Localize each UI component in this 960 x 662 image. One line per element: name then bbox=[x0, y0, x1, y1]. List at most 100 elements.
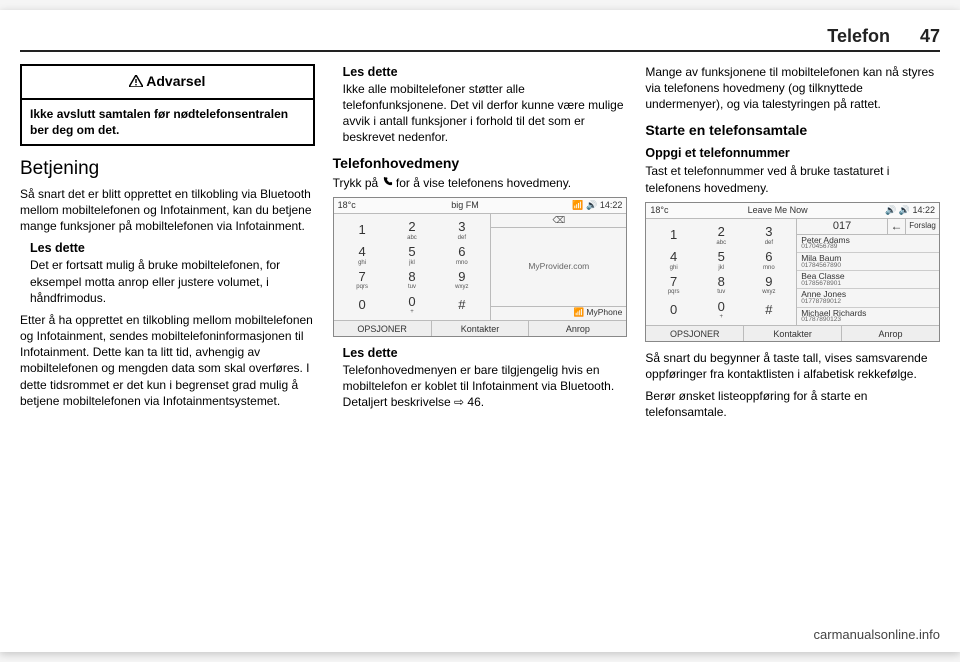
phone-status-bar: 18°c big FM 📶 🔊 14:22 bbox=[334, 198, 627, 214]
warning-label: Advarsel bbox=[146, 73, 205, 89]
warning-header: Advarsel bbox=[22, 66, 313, 100]
column-3: Mange av funksjonene til mobiltelefonen … bbox=[645, 64, 940, 612]
warning-icon bbox=[129, 73, 143, 92]
phone-footer: OPSJONER Kontakter Anrop bbox=[646, 325, 939, 341]
footer-contacts[interactable]: Kontakter bbox=[432, 321, 530, 336]
header-rule bbox=[20, 50, 940, 52]
key-1[interactable]: 1 bbox=[338, 218, 387, 242]
text-fragment: Trykk på bbox=[333, 176, 382, 190]
backspace-button[interactable]: ← bbox=[887, 218, 905, 234]
key-hash[interactable]: # bbox=[437, 292, 486, 316]
phone-screenshot-2: 18°c Leave Me Now 🔊 🔊 14:22 1 2abc 3def … bbox=[645, 202, 940, 342]
suggestion-item[interactable]: Anne Jones01778789012 bbox=[797, 289, 939, 307]
body-text: Så snart det er blitt opprettet en tilko… bbox=[20, 186, 315, 235]
column-2: Les dette Ikke alle mobiltelefoner støtt… bbox=[333, 64, 628, 612]
phone-icon-bar: ⌫ bbox=[491, 214, 626, 228]
key-5[interactable]: 5jkl bbox=[388, 242, 437, 266]
status-title: big FM bbox=[378, 199, 553, 211]
key-0b[interactable]: 0+ bbox=[698, 297, 745, 321]
note-heading: Les dette bbox=[343, 345, 628, 362]
key-0a[interactable]: 0 bbox=[650, 297, 697, 321]
phone-body: 1 2abc 3def 4ghi 5jkl 6mno 7pqrs 8tuv 9w… bbox=[334, 214, 627, 320]
provider-label: MyProvider.com bbox=[491, 228, 626, 306]
phone-body: 1 2abc 3def 4ghi 5jkl 6mno 7pqrs 8tuv 9w… bbox=[646, 219, 939, 325]
key-0b[interactable]: 0+ bbox=[388, 292, 437, 316]
key-6[interactable]: 6mno bbox=[746, 247, 793, 271]
phone-info-panel: ⌫ MyProvider.com 📶 MyPhone bbox=[490, 214, 626, 320]
key-4[interactable]: 4ghi bbox=[650, 247, 697, 271]
text-fragment: for å vise telefonens hovedmeny. bbox=[396, 176, 571, 190]
subsection-heading: Telefonhovedmeny bbox=[333, 154, 628, 173]
footer-calls[interactable]: Anrop bbox=[842, 326, 939, 341]
warning-text: Ikke avslutt samtalen før nødtelefonsent… bbox=[22, 100, 313, 144]
footer-contacts[interactable]: Kontakter bbox=[744, 326, 842, 341]
phone-icon bbox=[382, 176, 396, 190]
suggestions-label: Forslag bbox=[905, 218, 939, 234]
suggestion-item[interactable]: Peter Adams0170456789 bbox=[797, 235, 939, 253]
number-input-row: 017 ← Forslag bbox=[797, 219, 939, 235]
body-text: Berør ønsket listeoppføring for å starte… bbox=[645, 388, 940, 420]
key-3[interactable]: 3def bbox=[437, 218, 486, 242]
page-number: 47 bbox=[920, 26, 940, 47]
status-right: 🔊 🔊 14:22 bbox=[865, 204, 935, 216]
body-text: Mange av funksjonene til mobiltelefonen … bbox=[645, 64, 940, 113]
key-3[interactable]: 3def bbox=[746, 223, 793, 247]
note-block: Les dette Det er fortsatt mulig å bruke … bbox=[30, 240, 315, 305]
status-right: 📶 🔊 14:22 bbox=[552, 199, 622, 211]
suggestion-item[interactable]: Mila Baum01784567890 bbox=[797, 253, 939, 271]
key-7[interactable]: 7pqrs bbox=[650, 272, 697, 296]
footer-calls[interactable]: Anrop bbox=[529, 321, 626, 336]
note-block: Les dette Ikke alle mobiltelefoner støtt… bbox=[343, 64, 628, 146]
key-0a[interactable]: 0 bbox=[338, 292, 387, 316]
phone-status-bar: 18°c Leave Me Now 🔊 🔊 14:22 bbox=[646, 203, 939, 219]
watermark: carmanualsonline.info bbox=[814, 627, 940, 642]
note-heading: Les dette bbox=[30, 240, 315, 257]
suggestion-item[interactable]: Bea Classe01785678901 bbox=[797, 271, 939, 289]
key-2[interactable]: 2abc bbox=[698, 223, 745, 247]
footer-options[interactable]: OPSJONER bbox=[646, 326, 744, 341]
body-text: Etter å ha opprettet en tilkobling mello… bbox=[20, 312, 315, 409]
key-8[interactable]: 8tuv bbox=[698, 272, 745, 296]
manual-page: Telefon 47 Advarsel Ikke avslutt samtale… bbox=[0, 10, 960, 652]
dial-keypad: 1 2abc 3def 4ghi 5jkl 6mno 7pqrs 8tuv 9w… bbox=[334, 214, 491, 320]
key-hash[interactable]: # bbox=[746, 297, 793, 321]
backspace-icon[interactable]: ⌫ bbox=[552, 214, 565, 226]
note-text: Telefonhovedmenyen er bare tilgjengelig … bbox=[343, 362, 628, 411]
key-4[interactable]: 4ghi bbox=[338, 242, 387, 266]
status-title: Leave Me Now bbox=[690, 204, 865, 216]
key-2[interactable]: 2abc bbox=[388, 218, 437, 242]
page-header: Telefon 47 bbox=[20, 26, 940, 47]
note-block: Les dette Telefonhovedmenyen er bare til… bbox=[343, 345, 628, 410]
suggestion-item[interactable]: Michael Richards01787890123 bbox=[797, 308, 939, 325]
key-9[interactable]: 9wxyz bbox=[746, 272, 793, 296]
phone-footer: OPSJONER Kontakter Anrop bbox=[334, 320, 627, 336]
section-heading: Betjening bbox=[20, 156, 315, 182]
dial-keypad: 1 2abc 3def 4ghi 5jkl 6mno 7pqrs 8tuv 9w… bbox=[646, 219, 796, 325]
column-1: Advarsel Ikke avslutt samtalen før nødte… bbox=[20, 64, 315, 612]
note-text: Det er fortsatt mulig å bruke mobiltelef… bbox=[30, 257, 315, 306]
key-5[interactable]: 5jkl bbox=[698, 247, 745, 271]
status-temp: 18°c bbox=[338, 199, 378, 211]
phone-suggestion-panel: 017 ← Forslag Peter Adams0170456789 Mila… bbox=[796, 219, 939, 325]
device-label: 📶 MyPhone bbox=[491, 306, 626, 320]
key-6[interactable]: 6mno bbox=[437, 242, 486, 266]
body-text: Trykk på for å vise telefonens hovedmeny… bbox=[333, 175, 628, 191]
key-9[interactable]: 9wxyz bbox=[437, 267, 486, 291]
key-1[interactable]: 1 bbox=[650, 223, 697, 247]
footer-options[interactable]: OPSJONER bbox=[334, 321, 432, 336]
content-columns: Advarsel Ikke avslutt samtalen før nødte… bbox=[20, 64, 940, 612]
note-text: Ikke alle mobiltelefoner støtter alle te… bbox=[343, 81, 628, 146]
subsection-heading: Starte en telefonsamtale bbox=[645, 121, 940, 140]
note-heading: Les dette bbox=[343, 64, 628, 81]
status-temp: 18°c bbox=[650, 204, 690, 216]
suggestion-list: Peter Adams0170456789 Mila Baum017845678… bbox=[797, 235, 939, 325]
chapter-title: Telefon bbox=[827, 26, 890, 47]
typed-number: 017 bbox=[797, 219, 887, 234]
warning-box: Advarsel Ikke avslutt samtalen før nødte… bbox=[20, 64, 315, 146]
key-7[interactable]: 7pqrs bbox=[338, 267, 387, 291]
body-text: Så snart du begynner å taste tall, vises… bbox=[645, 350, 940, 382]
key-8[interactable]: 8tuv bbox=[388, 267, 437, 291]
phone-screenshot-1: 18°c big FM 📶 🔊 14:22 1 2abc 3def 4ghi 5… bbox=[333, 197, 628, 337]
body-text: Tast et telefonnummer ved å bruke tastat… bbox=[645, 163, 940, 195]
subsubsection-heading: Oppgi et telefonnummer bbox=[645, 145, 940, 162]
